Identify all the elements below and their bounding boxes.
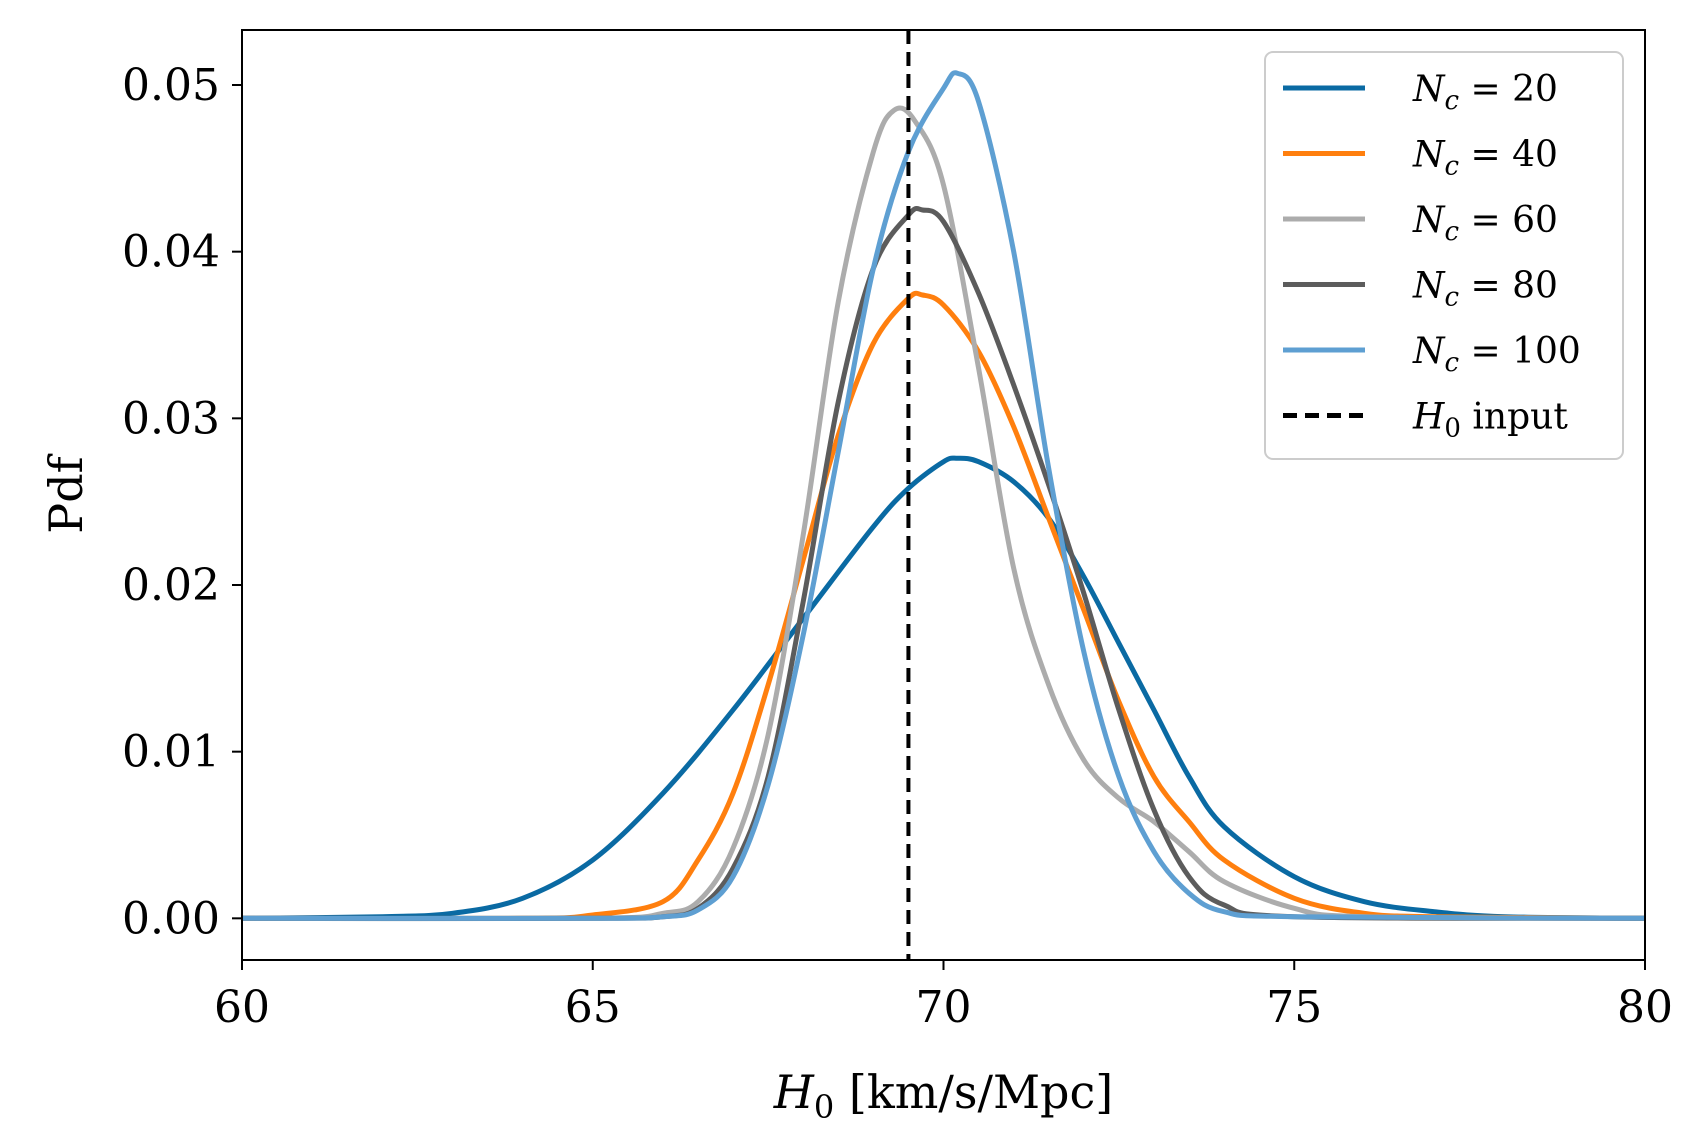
- y-tick-label: 0.03: [122, 393, 220, 444]
- x-tick-label: 75: [1266, 982, 1322, 1033]
- x-tick-label: 60: [214, 982, 270, 1033]
- series-line-nc-40: [242, 290, 1645, 922]
- x-tick-label: 65: [565, 982, 621, 1033]
- x-tick-label: 70: [916, 982, 972, 1033]
- legend-label: H0 input: [1412, 397, 1568, 444]
- x-axis-title: H0 [km/s/Mpc]: [773, 1065, 1113, 1126]
- y-tick-label: 0.04: [122, 227, 220, 278]
- series-line-nc-20: [242, 455, 1645, 921]
- y-axis: 0.00 0.01 0.02 0.03 0.04 0.05: [122, 60, 242, 944]
- legend-label: Nc = 20: [1412, 69, 1558, 116]
- series-line-nc-60: [242, 105, 1645, 922]
- legend-label: Nc = 40: [1412, 135, 1558, 182]
- legend: Nc = 20 Nc = 40 Nc = 60 Nc = 80 Nc = 100 H0 i…: [1264, 51, 1624, 460]
- legend-label: Nc = 80: [1412, 266, 1558, 313]
- series-layer: [242, 70, 1645, 922]
- legend-entry-nc-80: Nc = 80: [1283, 266, 1558, 313]
- series-line-nc-100: [242, 70, 1645, 921]
- x-tick-label: 80: [1617, 982, 1673, 1033]
- y-axis-title: Pdf: [39, 453, 93, 533]
- y-tick-label: 0.02: [122, 560, 220, 611]
- legend-entry-nc-100: Nc = 100: [1283, 331, 1581, 378]
- legend-entry-nc-40: Nc = 40: [1283, 135, 1558, 182]
- legend-entry-h0-input: H0 input: [1283, 397, 1568, 444]
- legend-entry-nc-60: Nc = 60: [1283, 200, 1558, 247]
- legend-label: Nc = 100: [1412, 331, 1581, 378]
- legend-label: Nc = 60: [1412, 200, 1558, 247]
- x-axis: 60 65 70 75 80: [214, 960, 1673, 1033]
- y-tick-label: 0.01: [122, 727, 220, 778]
- y-tick-label: 0.05: [122, 60, 220, 111]
- legend-entry-nc-20: Nc = 20: [1283, 69, 1558, 116]
- y-tick-label: 0.00: [122, 893, 220, 944]
